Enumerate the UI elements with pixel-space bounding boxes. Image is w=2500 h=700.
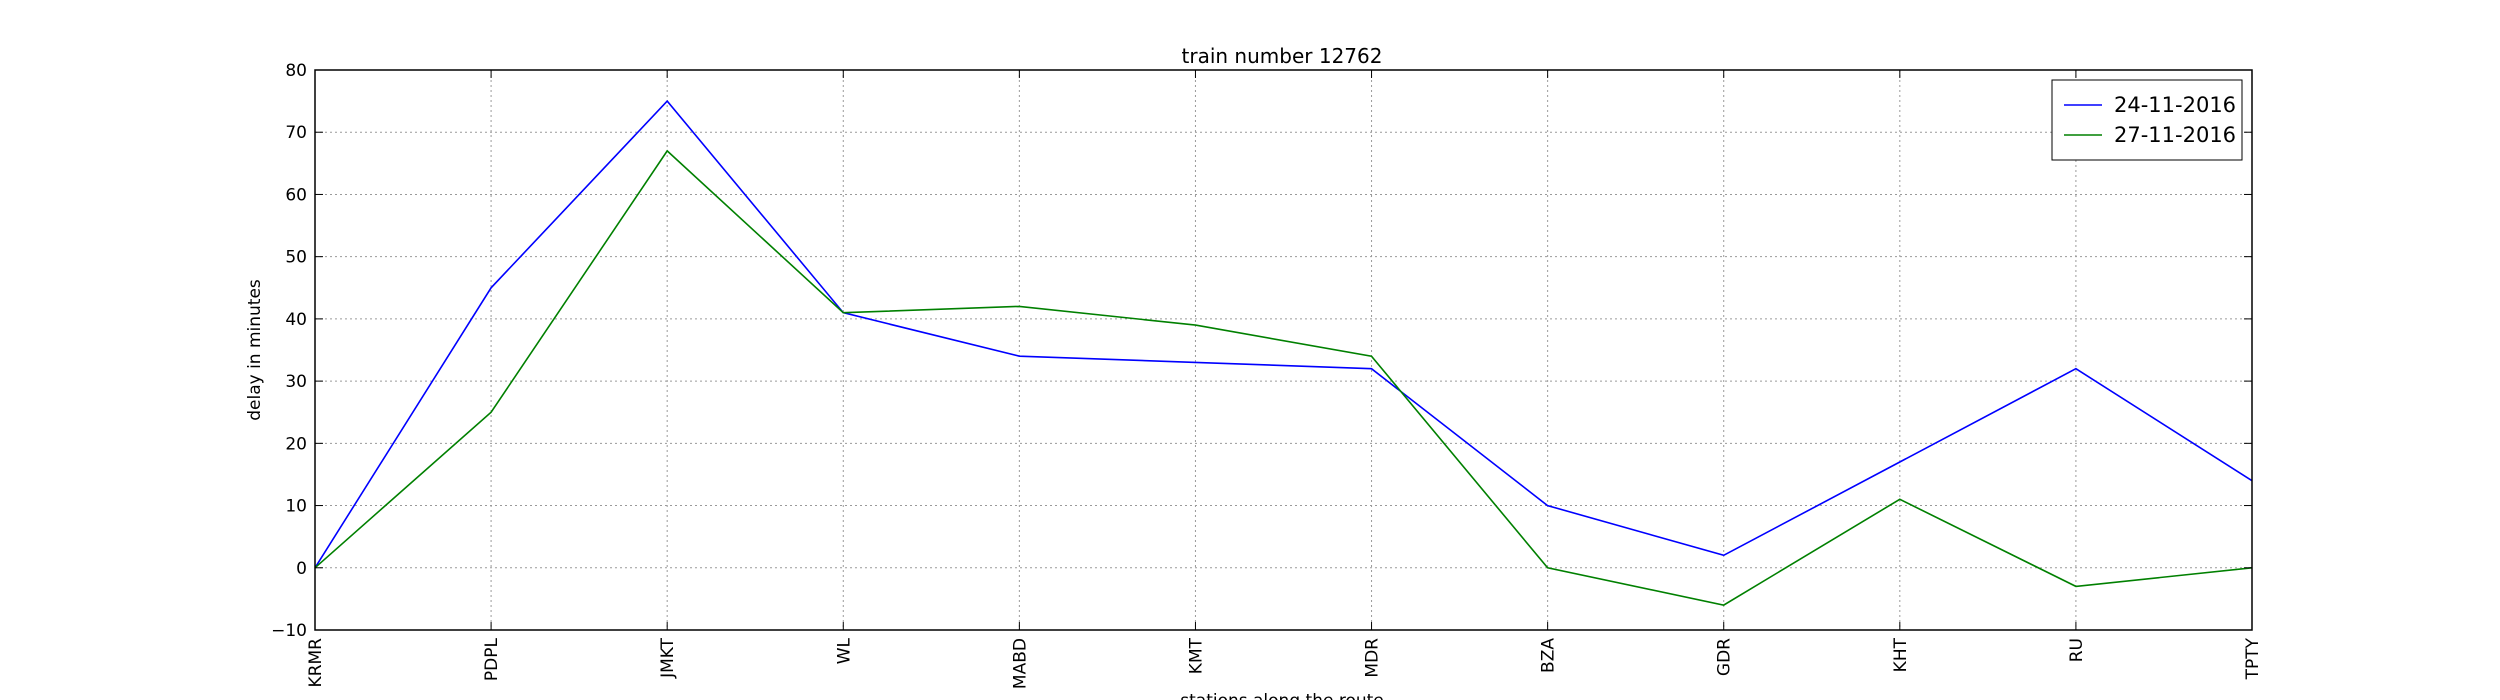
x-tick-label: MDR: [1363, 638, 1383, 678]
x-tick-label: GDR: [1715, 638, 1735, 676]
legend-box: [2051, 79, 2243, 161]
x-tick-label: JMKT: [658, 637, 678, 679]
x-tick-label: RU: [2067, 638, 2087, 662]
y-tick-label: 60: [285, 185, 307, 205]
series-line-1: [314, 99, 2253, 569]
legend-label: 24-11-2016: [2114, 93, 2236, 117]
y-tick-label: 30: [285, 372, 307, 392]
y-axis-title: delay in minutes: [245, 279, 265, 421]
y-tick-label: 80: [285, 61, 307, 81]
series-lines: [314, 99, 2253, 606]
y-tick-label: −10: [271, 621, 307, 641]
series-line-2: [314, 149, 2253, 606]
legend-label: 27-11-2016: [2114, 123, 2236, 147]
axis-ticks: −10 0 10 20 30 40 50 60 70 80 KRMR PDPL JMKT WL MABD KM…: [271, 61, 2263, 689]
x-tick-label: KMT: [1186, 637, 1206, 674]
x-axis-title: stations along the route: [1180, 691, 1384, 700]
y-tick-label: 70: [285, 123, 307, 143]
grid-lines: [315, 70, 2252, 630]
x-tick-label: TPTY: [2243, 637, 2263, 680]
y-tick-label: 40: [285, 310, 307, 330]
legend: 24-11-2016 27-11-2016: [2051, 79, 2243, 161]
y-tick-label: 0: [296, 559, 307, 579]
x-tick-label: WL: [834, 637, 854, 664]
y-tick-label: 50: [285, 248, 307, 268]
x-tick-label: PDPL: [482, 637, 502, 681]
y-tick-label: 20: [285, 434, 307, 454]
x-tick-label: KRMR: [306, 638, 326, 688]
x-tick-label: KHT: [1891, 637, 1911, 672]
chart-title: train number 12762: [1182, 44, 1383, 68]
y-tick-label: 10: [285, 497, 307, 517]
x-tick-label: BZA: [1539, 638, 1559, 673]
plot-area-frame: [314, 69, 2253, 631]
x-tick-label: MABD: [1010, 638, 1030, 689]
